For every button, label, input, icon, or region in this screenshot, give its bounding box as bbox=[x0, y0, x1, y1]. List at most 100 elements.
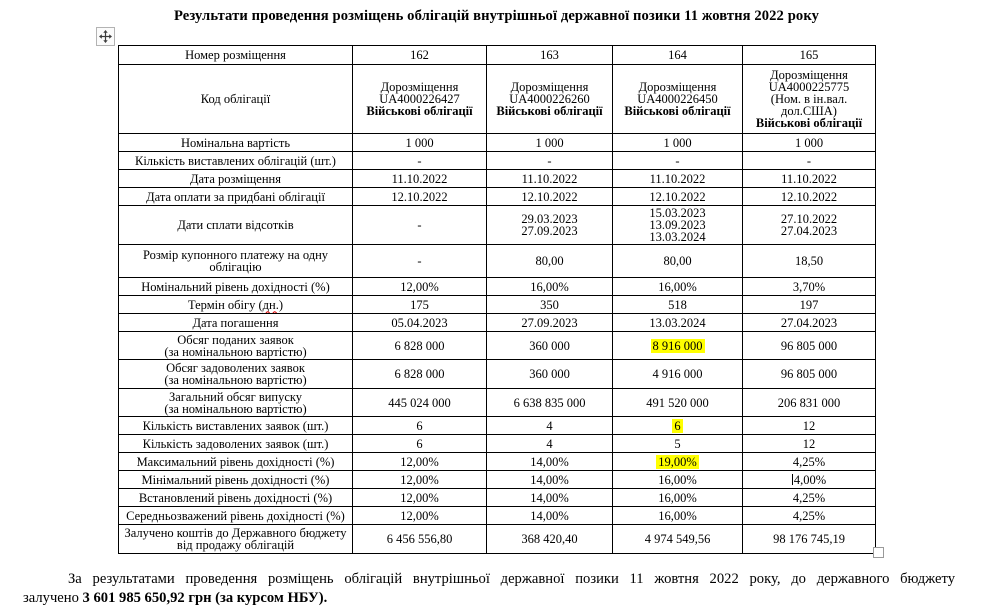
value-cell[interactable]: 4,25% bbox=[742, 452, 876, 471]
value-cell[interactable]: 4 bbox=[486, 434, 613, 453]
value-cell[interactable]: 12,00% bbox=[352, 506, 487, 525]
value-cell[interactable]: 16,00% bbox=[486, 277, 613, 296]
table-resize-handle[interactable] bbox=[873, 547, 884, 558]
value-cell[interactable]: 14,00% bbox=[486, 506, 613, 525]
value-cell[interactable]: 11.10.2022 bbox=[612, 169, 743, 188]
value-cell[interactable]: 12.10.2022 bbox=[612, 187, 743, 206]
row-label-cell[interactable]: Номінальний рівень дохідності (%) bbox=[118, 277, 353, 296]
value-cell[interactable]: 1 000 bbox=[486, 133, 613, 152]
value-cell[interactable]: 445 024 000 bbox=[352, 388, 487, 417]
value-cell[interactable]: 14,00% bbox=[486, 488, 613, 507]
document-title[interactable]: Результати проведення розміщень облігаці… bbox=[173, 8, 820, 24]
value-cell[interactable]: 12 bbox=[742, 434, 876, 453]
value-cell[interactable]: 18,50 bbox=[742, 244, 876, 278]
value-cell[interactable]: 19,00% bbox=[612, 452, 743, 471]
value-cell[interactable]: 6 456 556,80 bbox=[352, 524, 487, 554]
row-label-cell[interactable]: Дата оплати за придбані облігації bbox=[118, 187, 353, 206]
value-cell[interactable]: 197 bbox=[742, 295, 876, 314]
value-cell[interactable]: 16,00% bbox=[612, 488, 743, 507]
row-label-cell[interactable]: Кількість виставлених облігацій (шт.) bbox=[118, 151, 353, 170]
row-label-cell[interactable]: Дати сплати відсотків bbox=[118, 205, 353, 245]
value-cell[interactable]: 6 828 000 bbox=[352, 331, 487, 360]
row-label-cell[interactable]: Дата погашення bbox=[118, 313, 353, 332]
value-cell[interactable]: 4,25% bbox=[742, 488, 876, 507]
row-label-cell[interactable]: Обсяг задоволених заявок (за номінальною … bbox=[118, 359, 353, 389]
value-cell[interactable]: 4,00% bbox=[742, 470, 876, 489]
value-cell[interactable]: 162 bbox=[352, 45, 487, 65]
row-label-cell[interactable]: Встановлений рівень дохідності (%) bbox=[118, 488, 353, 507]
value-cell[interactable]: 6 bbox=[352, 416, 487, 435]
value-cell[interactable]: 1 000 bbox=[742, 133, 876, 152]
row-label-cell[interactable]: Дата розміщення bbox=[118, 169, 353, 188]
value-cell[interactable]: 360 000 bbox=[486, 331, 613, 360]
value-cell[interactable]: 27.09.2023 bbox=[486, 313, 613, 332]
row-label-cell[interactable]: Обсяг поданих заявок (за номінальною варт… bbox=[118, 331, 353, 360]
value-cell[interactable]: 8 916 000 bbox=[612, 331, 743, 360]
value-cell[interactable]: 1 000 bbox=[612, 133, 743, 152]
value-cell[interactable]: 29.03.2023 27.09.2023 bbox=[486, 205, 613, 245]
value-cell[interactable]: 368 420,40 bbox=[486, 524, 613, 554]
row-label-cell[interactable]: Кількість виставлених заявок (шт.) bbox=[118, 416, 353, 435]
value-cell[interactable]: 165 bbox=[742, 45, 876, 65]
value-cell[interactable]: 4 974 549,56 bbox=[612, 524, 743, 554]
row-label-cell[interactable]: Максимальний рівень дохідності (%) bbox=[118, 452, 353, 471]
table-move-handle[interactable] bbox=[96, 27, 115, 46]
value-cell[interactable]: 4 916 000 bbox=[612, 359, 743, 389]
value-cell[interactable]: 80,00 bbox=[612, 244, 743, 278]
value-cell[interactable]: Дорозміщення UA4000225775 (Ном. в ін.вал. д… bbox=[742, 64, 876, 134]
value-cell[interactable]: - bbox=[742, 151, 876, 170]
value-cell[interactable]: 05.04.2023 bbox=[352, 313, 487, 332]
value-cell[interactable]: 14,00% bbox=[486, 470, 613, 489]
value-cell[interactable]: 14,00% bbox=[486, 452, 613, 471]
row-label-cell[interactable]: Номер розміщення bbox=[118, 45, 353, 65]
value-cell[interactable]: - bbox=[486, 151, 613, 170]
row-label-cell[interactable]: Загальний обсяг випуску (за номінальною в… bbox=[118, 388, 353, 417]
value-cell[interactable]: 6 bbox=[352, 434, 487, 453]
value-cell[interactable]: 12,00% bbox=[352, 488, 487, 507]
value-cell[interactable]: 360 000 bbox=[486, 359, 613, 389]
value-cell[interactable]: 11.10.2022 bbox=[742, 169, 876, 188]
value-cell[interactable]: 15.03.2023 13.09.2023 13.03.2024 bbox=[612, 205, 743, 245]
value-cell[interactable]: - bbox=[352, 205, 487, 245]
value-cell[interactable]: 163 bbox=[486, 45, 613, 65]
value-cell[interactable]: 518 bbox=[612, 295, 743, 314]
value-cell[interactable]: 11.10.2022 bbox=[352, 169, 487, 188]
value-cell[interactable]: - bbox=[352, 151, 487, 170]
value-cell[interactable]: 12.10.2022 bbox=[742, 187, 876, 206]
value-cell[interactable]: 12,00% bbox=[352, 452, 487, 471]
value-cell[interactable]: - bbox=[612, 151, 743, 170]
row-label-cell[interactable]: Мінімальний рівень дохідності (%) bbox=[118, 470, 353, 489]
row-label-cell[interactable]: Номінальна вартість bbox=[118, 133, 353, 152]
value-cell[interactable]: 175 bbox=[352, 295, 487, 314]
value-cell[interactable]: 6 bbox=[612, 416, 743, 435]
value-cell[interactable]: 11.10.2022 bbox=[486, 169, 613, 188]
value-cell[interactable]: - bbox=[352, 244, 487, 278]
value-cell[interactable]: 16,00% bbox=[612, 277, 743, 296]
value-cell[interactable]: 96 805 000 bbox=[742, 331, 876, 360]
row-label-cell[interactable]: Середньозважений рівень дохідності (%) bbox=[118, 506, 353, 525]
value-cell[interactable]: 80,00 bbox=[486, 244, 613, 278]
value-cell[interactable]: 4,25% bbox=[742, 506, 876, 525]
value-cell[interactable]: 164 bbox=[612, 45, 743, 65]
value-cell[interactable]: 12,00% bbox=[352, 470, 487, 489]
value-cell[interactable]: 27.10.2022 27.04.2023 bbox=[742, 205, 876, 245]
value-cell[interactable]: Дорозміщення UA4000226427 Військові обліга… bbox=[352, 64, 487, 134]
row-label-cell[interactable]: Код облігації bbox=[118, 64, 353, 134]
value-cell[interactable]: 12 bbox=[742, 416, 876, 435]
value-cell[interactable]: 12,00% bbox=[352, 277, 487, 296]
value-cell[interactable]: Дорозміщення UA4000226260 Військові обліга… bbox=[486, 64, 613, 134]
value-cell[interactable]: 206 831 000 bbox=[742, 388, 876, 417]
value-cell[interactable]: 13.03.2024 bbox=[612, 313, 743, 332]
value-cell[interactable]: 491 520 000 bbox=[612, 388, 743, 417]
value-cell[interactable]: 1 000 bbox=[352, 133, 487, 152]
value-cell[interactable]: 350 bbox=[486, 295, 613, 314]
value-cell[interactable]: 98 176 745,19 bbox=[742, 524, 876, 554]
value-cell[interactable]: 12.10.2022 bbox=[486, 187, 613, 206]
value-cell[interactable]: Дорозміщення UA4000226450 Військові обліга… bbox=[612, 64, 743, 134]
row-label-cell[interactable]: Кількість задоволених заявок (шт.) bbox=[118, 434, 353, 453]
value-cell[interactable]: 16,00% bbox=[612, 506, 743, 525]
row-label-cell[interactable]: Залучено коштів до Державного бюджету від… bbox=[118, 524, 353, 554]
value-cell[interactable]: 6 828 000 bbox=[352, 359, 487, 389]
value-cell[interactable]: 27.04.2023 bbox=[742, 313, 876, 332]
row-label-cell[interactable]: Термін обігу (дн.) bbox=[118, 295, 353, 314]
